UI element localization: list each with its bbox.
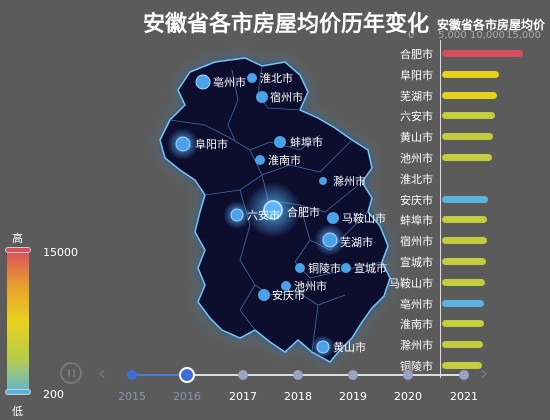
bar[interactable] <box>442 216 488 224</box>
bar[interactable] <box>442 195 489 203</box>
timeline-dot[interactable] <box>403 370 413 380</box>
bar[interactable] <box>442 299 485 307</box>
bar-label: 淮南市 <box>400 318 433 332</box>
bar[interactable] <box>442 362 483 369</box>
timeline-dot[interactable] <box>127 370 137 380</box>
map-label-huainan: 淮南市 <box>268 153 301 167</box>
map-label-luan: 六安市 <box>247 208 280 222</box>
bar-label: 黄山市 <box>400 131 433 145</box>
legend-gradient-bar <box>7 250 29 395</box>
map-label-xuancheng: 宣城市 <box>354 261 387 275</box>
bar[interactable] <box>442 320 484 328</box>
bar-label: 六安市 <box>400 110 433 124</box>
bar-label: 淮北市 <box>400 172 433 186</box>
legend-min-value: 200 <box>43 388 64 401</box>
bar-label: 宿州市 <box>400 235 433 249</box>
timeline-dot[interactable] <box>238 370 248 380</box>
map-label-bozhou: 亳州市 <box>213 75 246 89</box>
bar-tick-3: 15,000 <box>506 30 541 41</box>
bar-label: 池州市 <box>400 152 433 165</box>
timeline-year-label[interactable]: 2020 <box>394 390 422 403</box>
map-label-hefei: 合肥市 <box>287 205 320 219</box>
legend-handle-min[interactable] <box>5 389 31 395</box>
bar-label: 阜阳市 <box>400 68 433 82</box>
city-points <box>167 73 351 359</box>
timeline-dot[interactable] <box>293 370 303 380</box>
map-label-huangshan: 黄山市 <box>333 340 366 354</box>
bar[interactable] <box>442 154 492 161</box>
timeline-dot[interactable] <box>179 367 195 383</box>
timeline-year-label[interactable]: 2015 <box>118 390 146 403</box>
timeline-prev-button[interactable]: ‹ <box>98 361 106 385</box>
bar-label: 马鞍山市 <box>389 276 433 290</box>
map-label-suzhou: 宿州市 <box>270 90 303 104</box>
map-label-anqing: 安庆市 <box>272 288 305 302</box>
bar-label: 铜陵市 <box>400 360 433 373</box>
bar[interactable] <box>442 91 497 99</box>
bar-label: 芜湖市 <box>400 89 433 103</box>
bar-label: 滁州市 <box>400 339 433 353</box>
bar[interactable] <box>442 237 487 245</box>
bar[interactable] <box>442 133 494 141</box>
bar[interactable] <box>442 258 486 265</box>
page-title: 安徽省各市房屋均价历年变化 <box>143 12 430 37</box>
bar-tick-0: 0 <box>408 30 415 41</box>
bar-label: 亳州市 <box>400 297 433 311</box>
legend-handle-max[interactable] <box>5 247 31 253</box>
bar-label: 安庆市 <box>400 193 433 207</box>
timeline-year-label[interactable]: 2017 <box>229 390 257 403</box>
bar-label: 合肥市 <box>400 48 433 61</box>
map-label-fuyang: 阜阳市 <box>195 137 228 151</box>
city-labels: 亳州市 淮北市 宿州市 阜阳市 蚌埠市 淮南市 滁州市 六安市 合肥市 马鞍山市… <box>195 71 387 354</box>
bar-axis-line <box>440 40 441 378</box>
timeline-dot[interactable] <box>348 370 358 380</box>
map-label-huaibei: 淮北市 <box>260 71 293 85</box>
map-label-maanshan: 马鞍山市 <box>342 211 386 225</box>
map-label-tongling: 铜陵市 <box>308 261 341 275</box>
legend-high-label: 高 <box>12 232 23 245</box>
timeline-year-label[interactable]: 2021 <box>450 390 478 403</box>
map-label-bengbu: 蚌埠市 <box>290 135 323 149</box>
bar-label: 蚌埠市 <box>400 214 433 228</box>
timeline-next-button[interactable]: › <box>480 361 488 385</box>
bar[interactable] <box>442 341 484 349</box>
timeline-year-label[interactable]: 2018 <box>284 390 312 403</box>
bar-chart-title: 安徽省各市房屋均价 <box>437 18 546 32</box>
bar[interactable] <box>442 278 486 286</box>
bar[interactable] <box>442 50 523 57</box>
timeline-year-label[interactable]: 2016 <box>173 390 201 403</box>
timeline-dot[interactable] <box>459 370 469 380</box>
bar-label: 宣城市 <box>400 256 433 269</box>
bar-tick-2: 10,000 <box>470 30 505 41</box>
map-label-chizhou: 池州市 <box>294 279 327 293</box>
timeline-year-label[interactable]: 2019 <box>339 390 367 403</box>
play-pause-button[interactable] <box>60 362 82 384</box>
legend-low-label: 低 <box>12 405 23 418</box>
bar-tick-1: 5,000 <box>438 30 467 41</box>
bar[interactable] <box>442 70 499 78</box>
legend-max-value: 15000 <box>43 246 78 259</box>
map-label-chuzhou: 滁州市 <box>333 174 366 188</box>
timeline-progress <box>130 374 187 376</box>
map-label-wuhu: 芜湖市 <box>340 235 373 249</box>
bar[interactable] <box>442 112 495 120</box>
